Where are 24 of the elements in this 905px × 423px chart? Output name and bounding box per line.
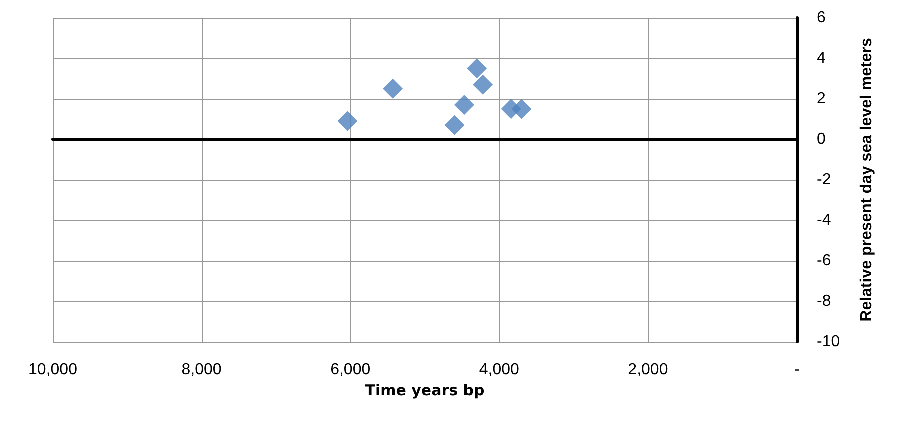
y-tick-label: -4 bbox=[817, 212, 832, 229]
x-tick-label: 8,000 bbox=[182, 362, 222, 378]
y-tick-label: 0 bbox=[817, 131, 826, 148]
point bbox=[444, 115, 465, 136]
x-axis-title: Time years bp bbox=[365, 381, 486, 400]
point bbox=[473, 74, 494, 95]
x-tick-label: - bbox=[794, 362, 800, 378]
x-tick-label: 2,000 bbox=[628, 362, 668, 378]
point bbox=[512, 99, 532, 120]
y-tick-label: -2 bbox=[817, 172, 832, 188]
y-tick-label: -6 bbox=[817, 252, 832, 270]
point bbox=[338, 111, 358, 132]
y-tick-label: 2 bbox=[817, 90, 826, 108]
x-tick-label: 4,000 bbox=[479, 362, 520, 378]
x-tick-label: 6,000 bbox=[330, 362, 371, 378]
y-tick-label: 6 bbox=[817, 10, 826, 26]
y-axis-title: Relative present day sea level meters bbox=[858, 38, 876, 322]
point bbox=[454, 95, 474, 116]
point bbox=[467, 58, 488, 79]
y-tick-label: 4 bbox=[817, 50, 826, 67]
y-tick-label: -8 bbox=[817, 293, 832, 310]
point bbox=[383, 78, 404, 99]
y-tick-label: -10 bbox=[817, 334, 840, 350]
x-tick-label: 10,000 bbox=[28, 362, 78, 378]
